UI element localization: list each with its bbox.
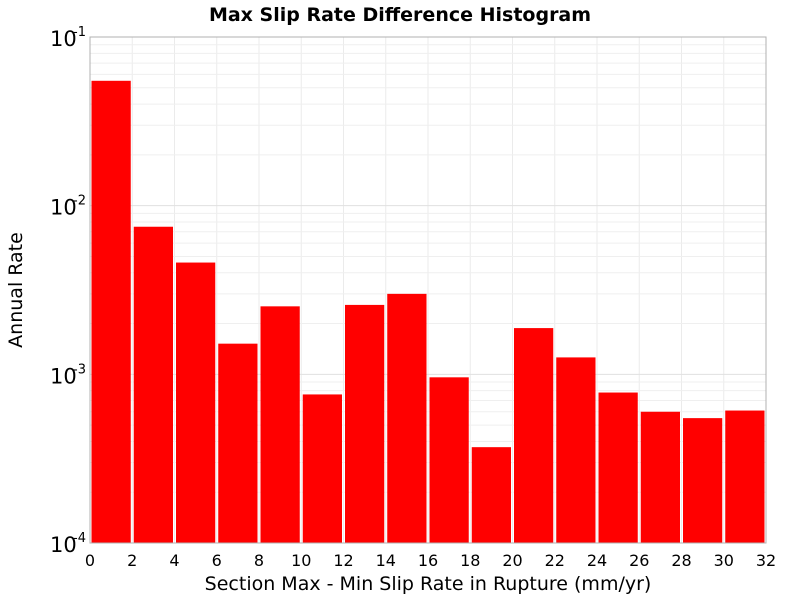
y-tick-base: 10 (50, 364, 77, 388)
x-tick-label: 10 (291, 551, 311, 570)
y-tick-exponent: -3 (73, 362, 86, 377)
bar-18-20 (471, 447, 511, 543)
x-tick-label: 32 (756, 551, 776, 570)
y-tick-exponent: -4 (73, 531, 86, 546)
bars (91, 80, 765, 543)
y-tick-base: 10 (50, 196, 77, 220)
chart-title: Max Slip Rate Difference Histogram (209, 4, 591, 26)
x-tick-label: 12 (333, 551, 353, 570)
y-tick-label: 10-4 (50, 531, 86, 557)
bar-0-2 (91, 80, 131, 543)
x-tick-label: 2 (127, 551, 137, 570)
bar-6-8 (218, 343, 258, 543)
x-tick-label: 28 (671, 551, 691, 570)
y-tick-label: 10-2 (50, 194, 86, 220)
bar-12-14 (345, 304, 385, 543)
bar-2-4 (133, 226, 173, 543)
bar-8-10 (260, 306, 300, 543)
x-tick-label: 18 (460, 551, 480, 570)
y-tick-exponent: -2 (73, 194, 86, 209)
x-tick-label: 14 (376, 551, 396, 570)
y-tick-labels: 10-410-310-210-1 (50, 25, 86, 557)
x-tick-labels: 0 2 4 6 8 10 12 14 16 18 20 22 24 26 28 30 32 (85, 551, 776, 570)
bar-24-26 (598, 392, 638, 543)
x-tick-label: 30 (714, 551, 734, 570)
grid-lines (90, 37, 766, 543)
y-tick-label: 10-1 (50, 25, 86, 51)
x-tick-label: 26 (629, 551, 649, 570)
y-axis-label: Annual Rate (5, 232, 27, 348)
x-tick-label: 8 (254, 551, 264, 570)
x-axis-label: Section Max - Min Slip Rate in Rupture (… (205, 573, 652, 595)
bar-28-30 (683, 418, 723, 543)
x-tick-label: 22 (545, 551, 565, 570)
y-tick-label: 10-3 (50, 362, 86, 388)
bar-10-12 (302, 394, 342, 543)
x-tick-label: 0 (85, 551, 95, 570)
y-tick-exponent: -1 (73, 25, 86, 40)
plot-frame (89, 36, 767, 544)
bar-30-32 (725, 410, 765, 543)
x-tick-label: 20 (502, 551, 522, 570)
bar-4-6 (176, 262, 216, 543)
bar-20-22 (514, 328, 554, 543)
y-tick-base: 10 (50, 533, 77, 557)
bar-26-28 (640, 411, 680, 543)
x-tick-label: 4 (169, 551, 179, 570)
y-tick-base: 10 (50, 27, 77, 51)
x-tick-label: 24 (587, 551, 607, 570)
x-tick-label: 16 (418, 551, 438, 570)
bar-14-16 (387, 293, 427, 543)
x-tick-label: 6 (212, 551, 222, 570)
bar-22-24 (556, 357, 596, 543)
bar-16-18 (429, 377, 469, 543)
